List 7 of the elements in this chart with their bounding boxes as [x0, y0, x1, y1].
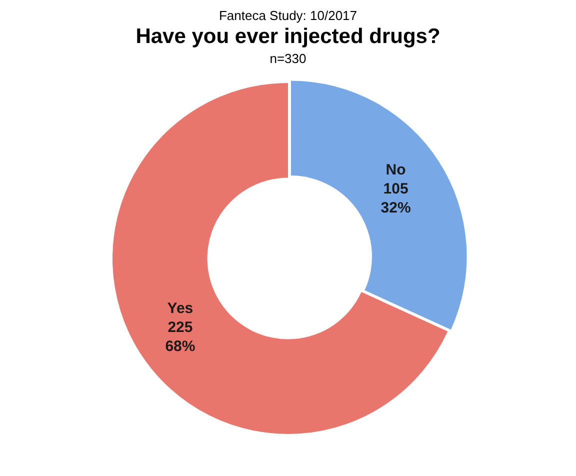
chart-title: Have you ever injected drugs?: [134, 25, 442, 49]
slice-label: No: [386, 161, 406, 178]
chart-subtitle: n=330: [268, 51, 308, 66]
data-label: 105 32%: [380, 180, 411, 216]
data-label: 225 68%: [165, 318, 196, 355]
slice-label: Yes: [167, 300, 194, 317]
text: Fanteca Study: 10/2017: [218, 8, 358, 23]
